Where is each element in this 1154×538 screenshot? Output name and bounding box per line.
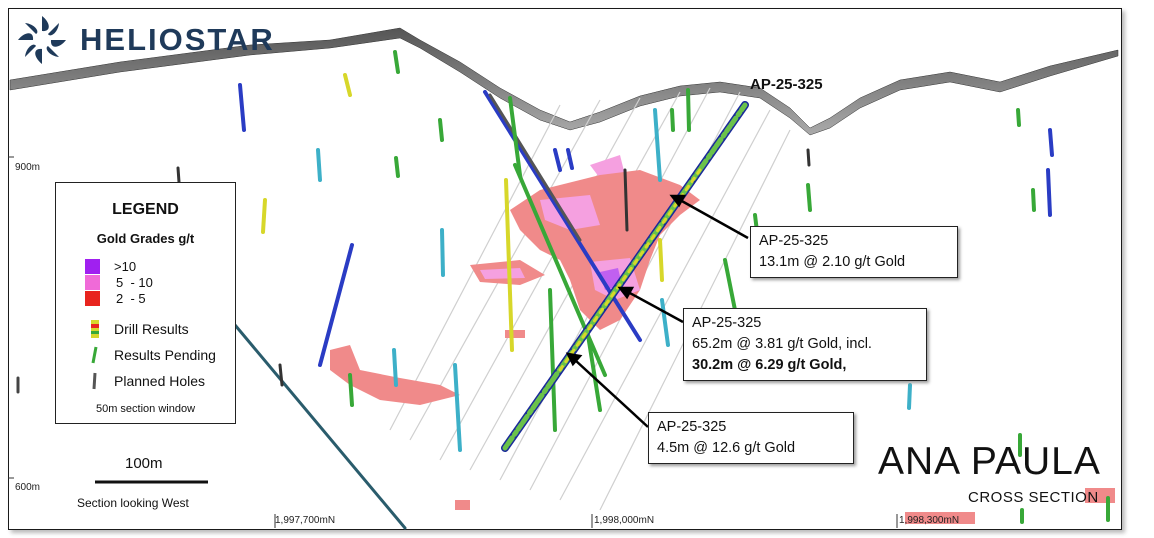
- heliostar-logo-icon: [18, 16, 66, 64]
- drill-hole: [233, 323, 407, 530]
- drill-results-icon: [91, 320, 99, 338]
- drill-hole: [343, 73, 352, 97]
- drill-hole: [566, 148, 574, 170]
- drill-hole: [504, 178, 514, 352]
- drill-hole: [394, 156, 400, 178]
- red-patch-small: [505, 330, 525, 338]
- results-pending-icon: [91, 346, 98, 364]
- drill-hole: [316, 148, 322, 182]
- elevation-label: 600m: [15, 482, 41, 493]
- northing-label: 1,998,000mN: [594, 515, 655, 526]
- drill-hole: [806, 183, 812, 212]
- pink-zone-left: [480, 268, 525, 279]
- drill-hole: [907, 383, 912, 410]
- callout-included-intercept: 30.2m @ 6.29 g/t Gold,: [692, 357, 847, 373]
- drill-hole: [1031, 188, 1036, 212]
- mineral-zones: [330, 155, 1115, 524]
- callout-leaders: [565, 194, 749, 428]
- grade-swatch-low: [85, 291, 100, 306]
- drill-hole: [176, 166, 181, 184]
- drill-hole: [653, 108, 662, 182]
- grade-label-high: >10: [114, 259, 137, 274]
- legend-note: 50m section window: [95, 403, 196, 415]
- legend: LEGEND Gold Grades g/t >10 5 - 10 2 - 5 …: [55, 182, 236, 424]
- axis-ticks: [8, 156, 898, 528]
- legend-drill-results: Drill Results: [114, 321, 189, 337]
- topography-surface: [9, 27, 1119, 136]
- elevation-label: 900m: [15, 162, 41, 173]
- drill-hole: [586, 333, 602, 412]
- brand-name: HELIOSTAR: [80, 22, 275, 57]
- drill-holes: [16, 50, 1110, 530]
- northing-label: 1,998,300mN: [899, 515, 960, 526]
- section-subtitle: CROSS SECTION: [968, 489, 1099, 506]
- drill-hole: [548, 288, 557, 432]
- scale-bar-label: 100m: [125, 455, 163, 472]
- drill-hole: [508, 96, 522, 177]
- drill-hole: [723, 258, 737, 312]
- callout-main-intercept: AP-25-325 65.2m @ 3.81 g/t Gold, incl. 3…: [683, 308, 927, 381]
- grade-label-low: 2 - 5: [116, 291, 146, 306]
- hole-collar-label: AP-25-325: [750, 76, 823, 93]
- drill-hole: [1016, 108, 1021, 127]
- drill-hole: [553, 148, 562, 172]
- drill-hole: [658, 238, 664, 282]
- callout-lower-intercept: AP-25-325 4.5m @ 12.6 g/t Gold: [648, 412, 854, 464]
- callout-intercept: 65.2m @ 3.81 g/t Gold, incl.: [692, 336, 872, 352]
- grade-label-mid: 5 - 10: [116, 275, 153, 290]
- drill-hole: [660, 298, 670, 347]
- callout-hole-id: AP-25-325: [759, 233, 829, 249]
- red-patch-bottom: [455, 500, 470, 510]
- callout-hole-id: AP-25-325: [657, 419, 727, 435]
- legend-title: LEGEND: [112, 201, 179, 218]
- section-title: ANA PAULA: [878, 440, 1101, 483]
- drill-hole: [488, 93, 582, 242]
- callout-intercept: 4.5m @ 12.6 g/t Gold: [657, 440, 796, 456]
- drill-hole: [278, 363, 284, 387]
- legend-subtitle: Gold Grades g/t: [96, 231, 195, 246]
- drill-hole: [686, 88, 691, 132]
- northing-label: 1,997,700mN: [275, 515, 336, 526]
- red-patch-bottom-right: [905, 512, 975, 524]
- drill-hole: [453, 363, 462, 452]
- drill-hole: [261, 198, 267, 234]
- callout-hole-id: AP-25-325: [692, 315, 762, 331]
- drill-hole: [623, 168, 629, 232]
- drill-hole: [1048, 128, 1054, 157]
- grade-swatch-mid: [85, 275, 100, 290]
- legend-planned-holes: Planned Holes: [114, 373, 206, 389]
- drill-hole: [392, 348, 398, 387]
- callout-intercept: 13.1m @ 2.10 g/t Gold: [759, 254, 906, 270]
- drill-hole: [348, 373, 354, 407]
- drill-hole: [393, 50, 400, 74]
- red-zone-lower: [330, 345, 460, 405]
- drill-hole: [438, 118, 444, 142]
- drill-hole: [238, 83, 246, 132]
- drill-hole: [318, 243, 354, 367]
- drill-hole: [440, 228, 445, 277]
- grade-swatch-high: [85, 259, 100, 274]
- callout-upper-intercept: AP-25-325 13.1m @ 2.10 g/t Gold: [750, 226, 958, 278]
- section-orientation-note: Section looking West: [77, 496, 189, 510]
- legend-results-pending: Results Pending: [114, 347, 216, 363]
- planned-holes-icon: [92, 372, 97, 390]
- drill-hole: [670, 108, 675, 132]
- drill-hole: [1046, 168, 1052, 217]
- drill-hole: [806, 148, 811, 167]
